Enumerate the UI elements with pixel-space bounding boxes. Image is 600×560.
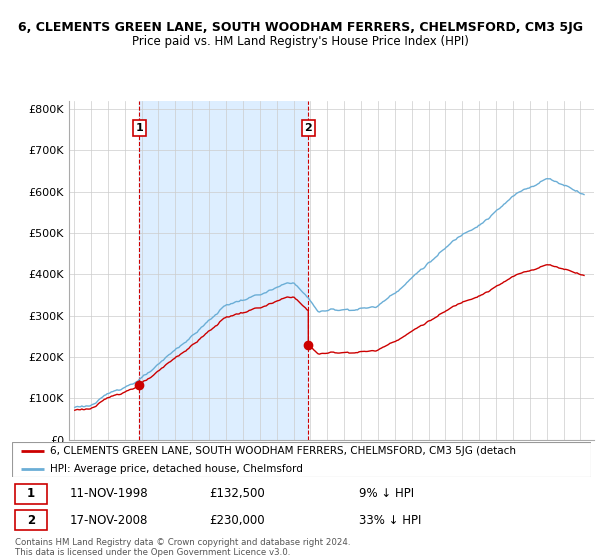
Bar xyxy=(139,101,308,440)
Text: 11-NOV-1998: 11-NOV-1998 xyxy=(70,487,149,501)
Bar xyxy=(15,511,47,530)
Bar xyxy=(15,484,47,504)
Text: Price paid vs. HM Land Registry's House Price Index (HPI): Price paid vs. HM Land Registry's House … xyxy=(131,35,469,48)
Text: 9% ↓ HPI: 9% ↓ HPI xyxy=(359,487,415,501)
Text: 1: 1 xyxy=(27,487,35,501)
Text: 6, CLEMENTS GREEN LANE, SOUTH WOODHAM FERRERS, CHELMSFORD, CM3 5JG: 6, CLEMENTS GREEN LANE, SOUTH WOODHAM FE… xyxy=(17,21,583,34)
Text: 1: 1 xyxy=(136,123,143,133)
Text: HPI: Average price, detached house, Chelmsford: HPI: Average price, detached house, Chel… xyxy=(50,464,302,474)
Text: 33% ↓ HPI: 33% ↓ HPI xyxy=(359,514,422,527)
Text: 2: 2 xyxy=(27,514,35,527)
Text: 2: 2 xyxy=(304,123,312,133)
Text: 6, CLEMENTS GREEN LANE, SOUTH WOODHAM FERRERS, CHELMSFORD, CM3 5JG (detach: 6, CLEMENTS GREEN LANE, SOUTH WOODHAM FE… xyxy=(50,446,515,456)
Text: £132,500: £132,500 xyxy=(209,487,265,501)
Text: 17-NOV-2008: 17-NOV-2008 xyxy=(70,514,148,527)
Text: Contains HM Land Registry data © Crown copyright and database right 2024.
This d: Contains HM Land Registry data © Crown c… xyxy=(15,538,350,557)
Text: £230,000: £230,000 xyxy=(209,514,265,527)
